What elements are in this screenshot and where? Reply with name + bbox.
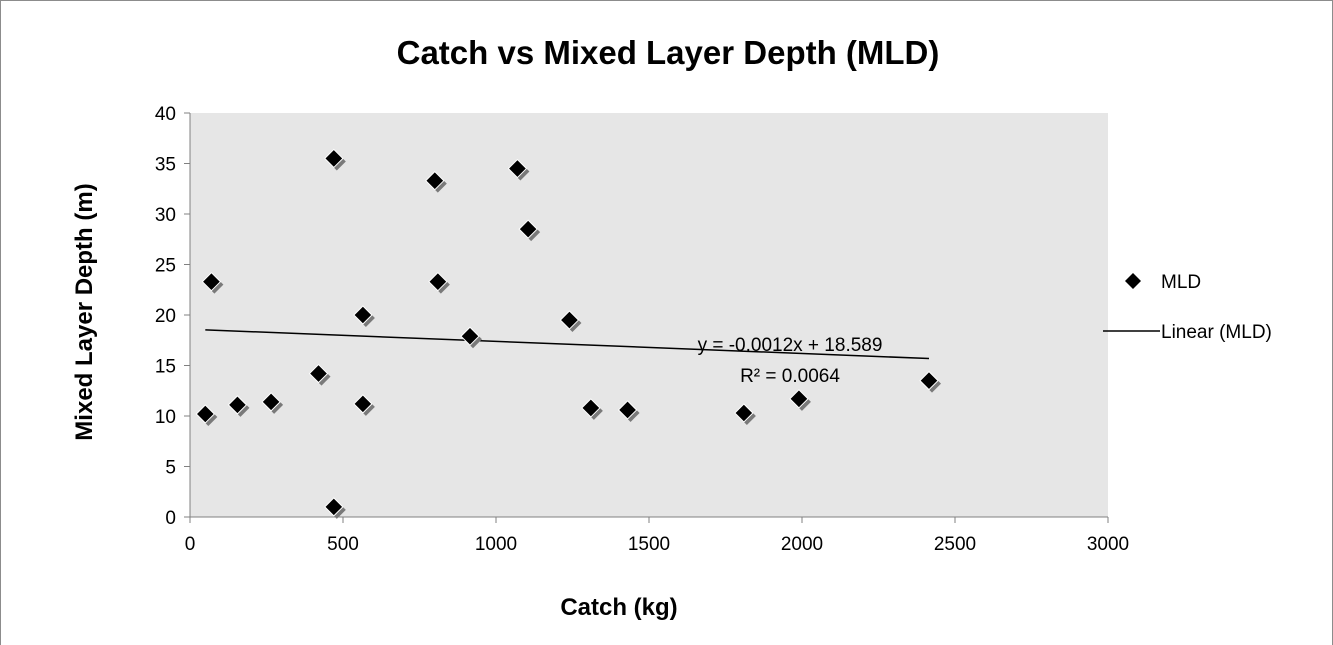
data-point (581, 398, 603, 420)
data-point-marker (789, 389, 809, 409)
chart-title: Catch vs Mixed Layer Depth (MLD) (397, 34, 940, 71)
data-point-marker (734, 403, 754, 423)
legend-label-mld: MLD (1161, 272, 1201, 293)
x-axis-title: Catch (kg) (560, 594, 677, 621)
plot-area (190, 113, 1108, 517)
data-point (425, 170, 447, 193)
data-point-marker (581, 398, 601, 418)
y-tick-label: 15 (155, 357, 176, 378)
data-point (353, 394, 375, 416)
legend-label-linear: Linear (MLD) (1161, 322, 1272, 343)
y-tick-labels: 0 5 10 15 20 25 30 35 40 (155, 104, 176, 529)
trendline-equation: y = -0.0012x + 18.589 (698, 335, 883, 356)
data-point (460, 326, 482, 349)
y-tick-label: 20 (155, 306, 176, 327)
data-point-marker (428, 271, 448, 292)
y-axis-title: Mixed Layer Depth (m) (71, 183, 98, 440)
x-tick-label: 1000 (475, 534, 517, 555)
trendline-group (205, 329, 930, 360)
data-point-marker (308, 363, 329, 384)
y-tick-label: 35 (155, 155, 176, 176)
x-tick-label: 2500 (934, 534, 976, 555)
data-point (324, 497, 346, 519)
data-point-marker (518, 219, 538, 239)
data-point (195, 404, 218, 426)
y-tick-label: 10 (155, 407, 176, 428)
x-tick-label: 3000 (1087, 534, 1129, 555)
data-point-marker (324, 148, 344, 169)
data-point-marker (324, 497, 344, 517)
data-point (227, 395, 250, 417)
legend-marker-mld (1125, 273, 1141, 289)
data-point-marker (425, 170, 445, 191)
data-point (617, 400, 640, 422)
x-tick-label: 1500 (628, 534, 670, 555)
data-point (308, 363, 331, 386)
data-point (559, 310, 582, 333)
data-point-marker (617, 400, 638, 420)
trendline-linear-mld (205, 329, 930, 360)
data-point (353, 305, 375, 327)
axes (184, 112, 1109, 523)
x-tick-label: 500 (327, 534, 359, 555)
data-point (518, 219, 541, 242)
data-point (428, 271, 450, 294)
data-point-marker (559, 310, 580, 330)
y-tick-label: 30 (155, 205, 176, 226)
data-points (195, 148, 941, 519)
y-tick-label: 40 (155, 104, 176, 125)
data-point (324, 148, 346, 171)
data-point-marker (195, 404, 216, 424)
legend: MLD Linear (MLD) (1103, 272, 1272, 343)
data-point-marker (460, 326, 480, 346)
data-point-marker (261, 392, 281, 412)
r-squared-label: R² = 0.0064 (740, 366, 840, 387)
x-tick-label: 2000 (781, 534, 823, 555)
data-point (919, 370, 941, 393)
data-point (261, 392, 284, 414)
data-point-marker (201, 271, 222, 292)
data-point-marker (507, 158, 528, 179)
x-tick-label: 0 (185, 534, 196, 555)
data-point-marker (353, 305, 373, 325)
data-point (201, 271, 224, 294)
data-point (789, 389, 811, 411)
data-point-marker (227, 395, 248, 415)
y-tick-label: 5 (165, 458, 176, 479)
data-point-marker (353, 394, 373, 414)
data-point (734, 403, 756, 425)
data-point (507, 158, 530, 181)
data-point-marker (919, 370, 939, 391)
x-tick-labels: 0 500 1000 1500 2000 2500 3000 (185, 534, 1129, 555)
y-tick-label: 0 (165, 508, 176, 529)
y-tick-label: 25 (155, 256, 176, 277)
